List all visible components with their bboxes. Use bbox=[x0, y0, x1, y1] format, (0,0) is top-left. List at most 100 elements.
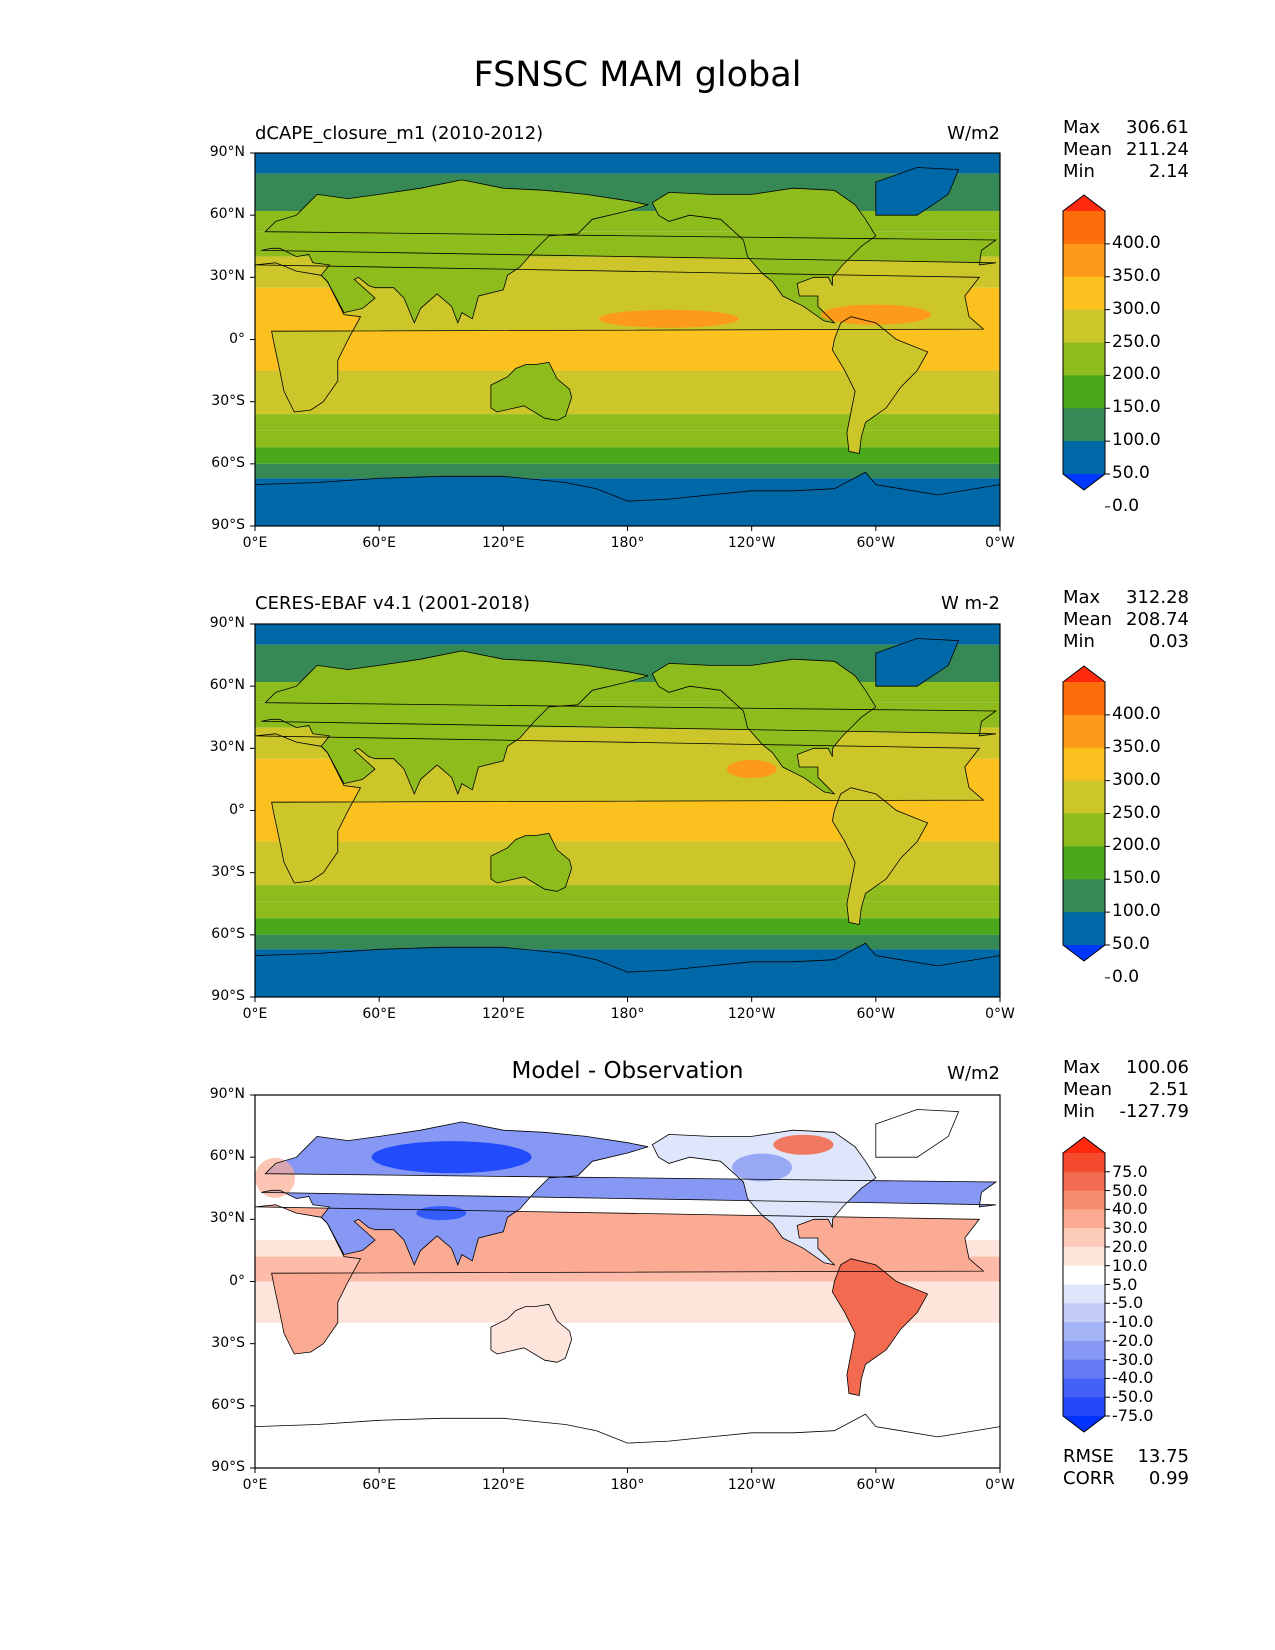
colorbar-segment bbox=[1063, 1340, 1105, 1361]
colorbar-segment bbox=[1063, 682, 1105, 716]
land-australia bbox=[490, 362, 572, 421]
land-australia bbox=[490, 1304, 572, 1363]
colorbar-label: -10.0 bbox=[1112, 1312, 1154, 1332]
stat-value: 100.06 bbox=[1126, 1057, 1189, 1078]
stat-value: 0.03 bbox=[1148, 631, 1189, 652]
colorbar-extend-bottom bbox=[1063, 1416, 1105, 1432]
colorbar-extend-top bbox=[1063, 195, 1105, 211]
x-tick-label: 60°E bbox=[362, 1477, 396, 1493]
land-antarctica bbox=[255, 472, 1000, 526]
coastline-australia bbox=[490, 361, 573, 421]
colorbar-segment bbox=[1063, 408, 1105, 442]
x-tick-label: 120°E bbox=[482, 1006, 525, 1022]
y-tick-label: 30°N bbox=[209, 1210, 245, 1227]
x-tick-label: 60°E bbox=[362, 1006, 396, 1022]
land-eurasia bbox=[261, 650, 996, 794]
colorbar-segment bbox=[1063, 1303, 1105, 1323]
map-obs bbox=[254, 623, 1001, 998]
colorbar-label: 300.0 bbox=[1112, 769, 1161, 790]
colorbar-label: 10.0 bbox=[1112, 1255, 1148, 1275]
x-tick-label: 120°E bbox=[482, 535, 525, 551]
x-tick-label: 120°W bbox=[727, 1006, 776, 1022]
colorbar-extend-top bbox=[1063, 1137, 1105, 1153]
y-tick-label: 90°S bbox=[211, 517, 245, 533]
colorbar-label: 75.0 bbox=[1112, 1161, 1148, 1181]
colorbar-label: 0.0 bbox=[1112, 966, 1140, 987]
colorbar-segment bbox=[1063, 813, 1105, 847]
y-tick-label: 90°N bbox=[209, 1086, 245, 1102]
x-tick-label: 120°W bbox=[727, 1477, 776, 1493]
colorbar-segment bbox=[1063, 1397, 1105, 1417]
colorbar-segment bbox=[1063, 1284, 1105, 1304]
land-antarctica bbox=[255, 1414, 1000, 1468]
colorbar-label: 350.0 bbox=[1112, 265, 1161, 286]
lat-band bbox=[255, 885, 1000, 902]
land-n-america bbox=[652, 188, 876, 323]
colorbar-segment bbox=[1063, 309, 1105, 343]
y-tick-label: 90°S bbox=[211, 988, 245, 1004]
colorbar-segment bbox=[1063, 1190, 1105, 1210]
lat-band bbox=[255, 463, 1000, 479]
colorbar-label: 150.0 bbox=[1112, 868, 1161, 889]
coastline-australia bbox=[490, 1303, 573, 1363]
colorbar-segment bbox=[1063, 1171, 1105, 1192]
x-tick-label: 0°W bbox=[985, 1477, 1015, 1493]
colorbar-label: 350.0 bbox=[1112, 736, 1161, 757]
x-tick-label: 60°W bbox=[856, 1477, 896, 1493]
map-diff bbox=[254, 1094, 1001, 1469]
arctic-band bbox=[255, 624, 1000, 637]
land-n-america bbox=[652, 659, 876, 794]
lat-band bbox=[255, 430, 1000, 448]
y-tick-label: 30°S bbox=[211, 863, 245, 880]
colorbar-label: 0.0 bbox=[1112, 495, 1140, 516]
stat-label: Mean bbox=[1063, 139, 1113, 160]
colorbar-segment bbox=[1063, 912, 1105, 946]
corr-value: 0.99 bbox=[1148, 1468, 1189, 1489]
x-tick-label: 0°W bbox=[985, 535, 1015, 551]
panel-model-units: W/m2 bbox=[947, 123, 1000, 144]
colorbar-label: 20.0 bbox=[1112, 1236, 1148, 1256]
colorbar-label: -5.0 bbox=[1112, 1293, 1144, 1313]
stat-label: Mean bbox=[1063, 1079, 1113, 1100]
coastline-africa bbox=[255, 262, 985, 413]
stat-label: Min bbox=[1063, 161, 1095, 182]
coastline-n-america bbox=[651, 187, 877, 324]
coastline-greenland bbox=[875, 638, 960, 687]
stat-value: 2.14 bbox=[1148, 161, 1189, 182]
land-antarctica bbox=[255, 943, 1000, 997]
panel-diff-stats: Max 100.06 Mean 2.51 Min -127.79 bbox=[1063, 1057, 1189, 1123]
panel-model-title: dCAPE_closure_m1 (2010-2012) bbox=[255, 123, 544, 144]
lat-band bbox=[255, 901, 1000, 919]
colorbar-segment bbox=[1063, 1246, 1105, 1267]
y-tick-label: 30°S bbox=[211, 1334, 245, 1351]
colorbar-label: 40.0 bbox=[1112, 1199, 1148, 1219]
colorbar-diff bbox=[1062, 1136, 1110, 1433]
x-tick-label: 60°E bbox=[362, 535, 396, 551]
lat-band bbox=[255, 414, 1000, 431]
x-tick-label: 60°W bbox=[856, 1006, 896, 1022]
neg-region bbox=[416, 1206, 467, 1221]
colorbar-segment bbox=[1063, 1265, 1105, 1285]
colorbar-extend-top bbox=[1063, 666, 1105, 682]
colorbar-segment bbox=[1063, 846, 1105, 880]
colorbar-segment bbox=[1063, 342, 1105, 376]
neg-region bbox=[732, 1153, 793, 1182]
stat-label: Min bbox=[1063, 1101, 1095, 1122]
colorbar-label: 150.0 bbox=[1112, 397, 1161, 418]
figure-title: FSNSC MAM global bbox=[473, 55, 802, 95]
land-s-america bbox=[832, 1258, 928, 1396]
colorbar-label: 250.0 bbox=[1112, 331, 1161, 352]
x-tick-label: 0°E bbox=[242, 535, 268, 551]
pos-region bbox=[255, 1157, 295, 1198]
colorbar-segment bbox=[1063, 1228, 1105, 1248]
y-tick-label: 60°S bbox=[211, 925, 245, 942]
panel-obs-units: W m-2 bbox=[940, 593, 1000, 614]
stat-value: 211.24 bbox=[1126, 139, 1189, 160]
land-australia bbox=[490, 833, 572, 892]
colorbar-extend-bottom bbox=[1063, 945, 1105, 961]
stat-value: 306.61 bbox=[1126, 117, 1189, 138]
coastline-eurasia bbox=[261, 179, 998, 325]
y-tick-label: 60°N bbox=[209, 1148, 245, 1165]
panel-diff-error-stats: RMSE 13.75 CORR 0.99 bbox=[1063, 1446, 1189, 1490]
coastline-eurasia bbox=[261, 650, 998, 796]
